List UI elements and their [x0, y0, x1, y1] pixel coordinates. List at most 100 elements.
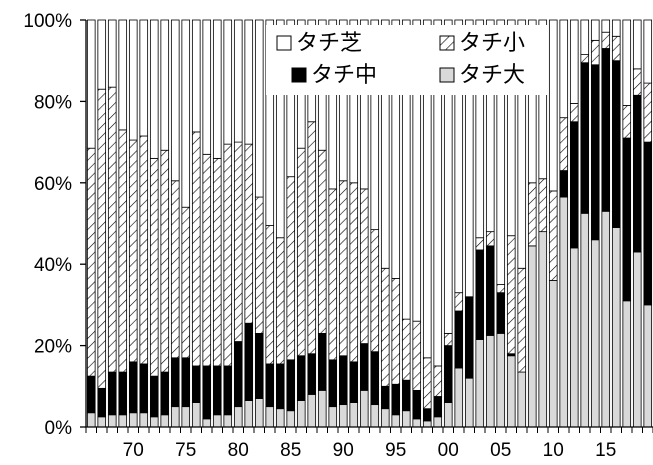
bar-segment-shiba — [86, 19, 96, 149]
x-tick-label: 15 — [595, 440, 616, 461]
bar-stack — [548, 19, 558, 428]
legend-label-chu: タチ中 — [311, 63, 377, 88]
bar-segment-shiba — [233, 19, 243, 143]
bar-segment-dai — [296, 400, 306, 428]
bar-stack — [590, 19, 600, 428]
bar-stack — [254, 19, 264, 428]
x-tick-label: 05 — [490, 440, 511, 461]
bar-segment-dai — [527, 245, 537, 428]
bar-segment-ko — [538, 178, 548, 233]
bar-stack — [464, 19, 474, 428]
bar-segment-ko — [632, 68, 642, 96]
bar-segment-chu — [580, 62, 590, 214]
bar-segment-chu — [464, 296, 474, 379]
bar-segment-ko — [527, 182, 537, 247]
bar-segment-chu — [128, 361, 138, 414]
y-axis: 0% 20% 40% 60% 80% 100% — [23, 11, 87, 439]
bar-segment-chu — [286, 359, 296, 412]
bar-segment-dai — [443, 402, 453, 428]
bar-stack — [422, 19, 432, 428]
bar-stack — [632, 19, 642, 428]
bar-stack — [527, 19, 537, 428]
bar-segment-shiba — [496, 19, 506, 285]
bar-segment-ko — [349, 182, 359, 363]
bar-stack — [401, 19, 411, 428]
bar-segment-chu — [359, 343, 369, 391]
bar-segment-dai — [401, 410, 411, 428]
bar-segment-shiba — [433, 19, 443, 367]
bar-stack — [454, 19, 464, 428]
bar-segment-chu — [559, 170, 569, 198]
bar-segment-shiba — [506, 19, 516, 237]
bar-segment-shiba — [244, 19, 254, 145]
bar-segment-ko — [307, 121, 317, 355]
bar-segment-ko — [370, 229, 380, 353]
bar-segment-ko — [139, 135, 149, 365]
bar-stack — [569, 19, 579, 428]
bar-segment-dai — [317, 389, 327, 428]
bar-segment-ko — [149, 157, 159, 377]
bar-stack — [170, 19, 180, 428]
bar-segment-chu — [328, 359, 338, 408]
bar-stack — [496, 19, 506, 428]
bar-segment-dai — [349, 402, 359, 428]
y-tick-label: 20% — [34, 337, 72, 358]
bar-segment-chu — [632, 94, 642, 253]
bar-stack — [97, 19, 107, 428]
bar-segment-shiba — [632, 19, 642, 70]
bar-segment-shiba — [643, 19, 653, 84]
y-tick-label: 80% — [34, 92, 72, 113]
bar-segment-dai — [86, 412, 96, 428]
bar-segment-shiba — [485, 19, 495, 233]
bar-segment-shiba — [580, 19, 590, 55]
bar-segment-shiba — [328, 19, 338, 190]
x-tick-label: 75 — [175, 440, 196, 461]
bar-segment-dai — [611, 227, 621, 428]
bar-segment-dai — [212, 414, 222, 428]
bar-segment-dai — [569, 247, 579, 428]
bar-segment-dai — [149, 416, 159, 428]
bar-segment-dai — [233, 406, 243, 428]
bar-segment-chu — [149, 375, 159, 418]
bar-segment-dai — [328, 406, 338, 428]
bar-segment-dai — [601, 210, 611, 428]
bar-segment-chu — [485, 245, 495, 336]
bar-segment-ko — [590, 39, 600, 66]
bar-segment-dai — [548, 280, 558, 428]
bar-segment-chu — [443, 345, 453, 403]
bar-segment-shiba — [275, 19, 285, 239]
bar-segment-ko — [496, 284, 506, 294]
bar-stack — [328, 19, 338, 428]
bar-segment-chu — [380, 385, 390, 410]
bar-segment-shiba — [191, 19, 201, 133]
bar-segment-dai — [632, 251, 642, 428]
bar-segment-dai — [580, 212, 590, 428]
bar-segment-dai — [475, 339, 485, 428]
bar-segment-shiba — [412, 19, 422, 322]
bar-segment-ko — [328, 188, 338, 361]
bar-segment-chu — [349, 361, 359, 403]
bar-segment-chu — [265, 363, 275, 408]
bar-stack — [86, 19, 96, 428]
bar-segment-ko — [97, 88, 107, 389]
bar-segment-chu — [475, 249, 485, 340]
bar-segment-shiba — [454, 19, 464, 294]
x-axis: 70 75 80 85 90 95 00 05 10 15 — [85, 426, 653, 461]
bar-segment-chu — [254, 332, 264, 399]
bar-segment-dai — [244, 400, 254, 428]
bar-segment-dai — [307, 394, 317, 428]
x-tick-label: 00 — [438, 440, 459, 461]
bar-stack — [202, 19, 212, 428]
bar-segment-chu — [412, 389, 422, 420]
bar-stack — [118, 19, 128, 428]
bar-segment-ko — [118, 129, 128, 373]
bar-segment-ko — [275, 237, 285, 365]
bar-stack — [370, 19, 380, 428]
bar-segment-ko — [454, 292, 464, 312]
bar-stack — [275, 19, 285, 428]
bar-segment-shiba — [401, 19, 411, 320]
bar-segment-shiba — [149, 19, 159, 159]
y-tick-label: 60% — [34, 174, 72, 195]
bar-segment-shiba — [370, 19, 380, 231]
bar-segment-chu — [191, 365, 201, 403]
